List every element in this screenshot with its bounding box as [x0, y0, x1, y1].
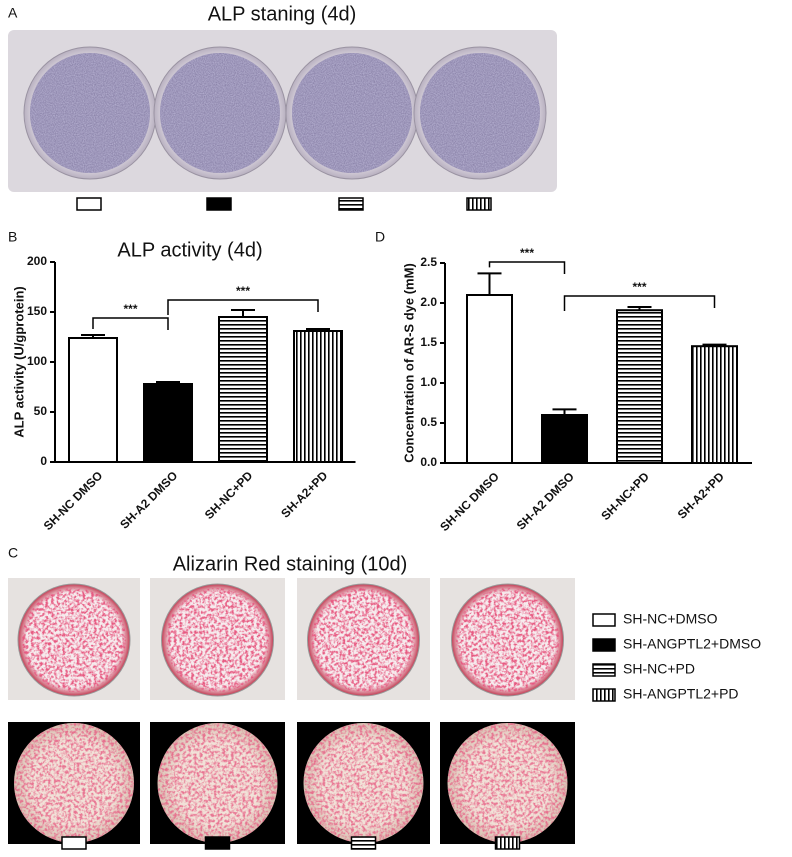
panel-title: Alizarin Red staining (10d): [173, 553, 408, 575]
y-tick-label: 200: [27, 254, 47, 268]
micro-stain: [447, 723, 568, 843]
well-texture: [420, 53, 540, 173]
group-swatch: [61, 836, 87, 850]
well-texture: [30, 53, 150, 173]
charts: B ALP activity (4d) ALP activity (U/gprote…: [8, 229, 752, 534]
panel-label: B: [8, 229, 17, 245]
dish-stain: [165, 588, 270, 692]
y-axis-label: Concentration of AR-S dye (mM): [401, 263, 416, 463]
y-tick-label: 0.0: [420, 455, 437, 469]
group-swatch: [466, 197, 492, 211]
panel-label: A: [8, 5, 18, 21]
significance-label: ***: [632, 280, 646, 294]
legend-label: SH-ANGPTL2+PD: [623, 686, 739, 702]
legend-label: SH-NC+DMSO: [623, 611, 718, 627]
bar: [293, 330, 343, 463]
panel-label: C: [8, 545, 18, 561]
y-tick-label: 50: [34, 404, 48, 418]
bar: [616, 309, 663, 465]
group-swatch: [76, 197, 102, 211]
y-tick-label: 2.5: [420, 255, 437, 269]
dish-stain: [22, 588, 126, 692]
well-texture: [292, 53, 412, 173]
x-tick-label: SH-A2 DMSO: [514, 469, 577, 532]
legend-swatch: [592, 613, 616, 627]
y-tick-label: 150: [27, 304, 47, 318]
y-tick-label: 2.0: [420, 295, 437, 309]
y-axis-label: ALP activity (U/gprotein): [11, 286, 26, 437]
micro-stain: [14, 723, 134, 843]
x-tick-label: SH-NC DMSO: [41, 468, 106, 533]
panel-label: D: [375, 229, 385, 245]
y-tick-label: 0.5: [420, 415, 437, 429]
bar: [143, 383, 193, 463]
significance-bracket: [92, 317, 169, 330]
legend-label: SH-ANGPTL2+DMSO: [623, 636, 761, 652]
legend-swatch: [592, 688, 616, 702]
legend-label: SH-NC+PD: [623, 661, 695, 677]
significance-bracket: [563, 295, 716, 311]
group-swatch: [350, 836, 377, 850]
x-tick-label: SH-NC+PD: [598, 469, 652, 523]
bar: [466, 294, 513, 464]
group-swatch: [338, 197, 364, 211]
significance-label: ***: [520, 246, 534, 260]
y-tick-label: 0: [40, 454, 47, 468]
bar: [691, 345, 738, 465]
group-swatch: [204, 836, 231, 850]
x-tick-label: SH-A2+PD: [675, 469, 727, 521]
bar: [218, 316, 268, 463]
significance-label: ***: [236, 284, 250, 298]
x-tick-label: SH-NC+PD: [202, 468, 256, 522]
y-tick-label: 100: [27, 354, 47, 368]
legend-swatch: [592, 638, 616, 652]
x-tick-label: SH-A2 DMSO: [117, 468, 180, 531]
bar: [541, 414, 588, 464]
x-tick-label: SH-A2+PD: [278, 468, 330, 520]
chart-title: ALP activity (4d): [117, 239, 262, 261]
significance-label: ***: [123, 302, 137, 316]
well-texture: [160, 53, 280, 173]
significance-bracket: [488, 261, 566, 274]
group-swatch: [494, 836, 521, 850]
photos: SH-NC+DMSO SH-ANGPTL2+DMSO SH-NC+PD SH-ANGP…: [8, 46, 761, 850]
dish-stain: [455, 588, 560, 692]
group-swatch: [206, 197, 232, 211]
micro-stain: [157, 723, 278, 843]
micro-stain: [303, 723, 424, 843]
dish-stain: [311, 588, 416, 692]
y-tick-label: 1.5: [420, 335, 437, 349]
y-tick-label: 1.0: [420, 375, 437, 389]
bar: [68, 337, 118, 463]
legend-swatch: [592, 663, 616, 677]
significance-bracket: [167, 299, 319, 315]
x-tick-label: SH-NC DMSO: [437, 469, 502, 534]
panel-title: ALP staning (4d): [208, 3, 357, 25]
